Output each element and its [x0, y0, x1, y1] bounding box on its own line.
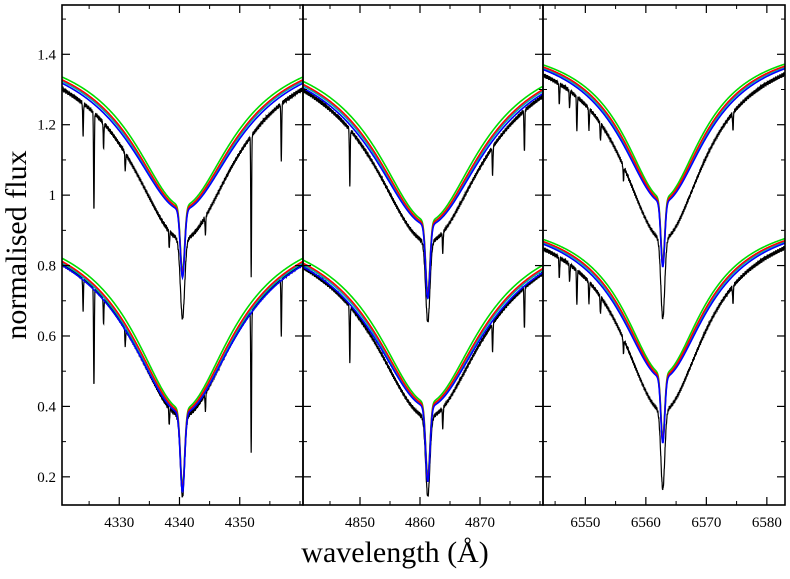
panel-series: [543, 63, 785, 491]
model-curve-model_2-upper: [543, 63, 785, 262]
panel-h-alpha: [542, 4, 786, 506]
panel-series: [62, 76, 303, 498]
x-tick-label: 4340: [164, 515, 194, 531]
x-tick-label: 4350: [225, 515, 255, 531]
x-tick-label: 6580: [752, 515, 782, 531]
observed-spectrum-upper: [303, 88, 543, 323]
model-curve-model_3-lower: [62, 264, 303, 493]
x-tick-label: 4860: [405, 515, 435, 531]
model-curve-model_4-lower: [62, 262, 303, 492]
y-tick-label: 0.2: [37, 470, 56, 486]
observed-spectrum-lower: [543, 245, 785, 491]
model-curve-model_3-upper: [543, 67, 785, 268]
chart-panels: [61, 4, 786, 506]
y-tick-label: 0.8: [37, 259, 56, 275]
model-curve-model_3-lower: [303, 266, 543, 482]
x-tick-label: 4870: [465, 515, 495, 531]
y-axis: 0.2 0.4 0.6 0.8 1 1.2 1.4: [37, 47, 56, 486]
x-axis: 4330 4340 4350 4850 4860 4870 6550 6560 6570 6580: [104, 515, 782, 531]
panel-frame: [61, 4, 304, 506]
observed-spectrum-upper: [543, 71, 785, 320]
y-tick-label: 0.6: [37, 329, 56, 345]
observed-spectrum-lower: [62, 260, 303, 498]
model-curve-model_1-upper: [62, 79, 303, 278]
model-curve-model_3-upper: [62, 82, 303, 281]
model-curve-model_3-lower: [543, 242, 785, 444]
x-tick-label: 6560: [631, 515, 661, 531]
y-tick-label: 1.2: [37, 118, 56, 134]
y-tick-label: 1: [49, 188, 57, 204]
model-curve-model_4-upper: [62, 80, 303, 280]
panel-frame: [302, 4, 544, 506]
panel-h-gamma: [61, 4, 304, 506]
panel-h-beta: [302, 4, 544, 506]
panel-series: [303, 80, 543, 498]
x-tick-label: 4330: [104, 515, 134, 531]
observed-spectrum-upper: [62, 85, 303, 320]
model-curve-model_1-lower: [62, 260, 303, 490]
x-axis-title: wavelength (Å): [301, 536, 488, 569]
panel-frame: [542, 4, 786, 506]
x-tick-label: 6570: [691, 515, 721, 531]
x-tick-label: 4850: [345, 515, 375, 531]
y-tick-label: 1.4: [37, 47, 56, 63]
y-axis-title: normalised flux: [0, 150, 33, 339]
model-curve-model_3-upper: [303, 87, 543, 299]
x-tick-label: 6550: [570, 515, 600, 531]
y-tick-label: 0.4: [37, 399, 56, 415]
